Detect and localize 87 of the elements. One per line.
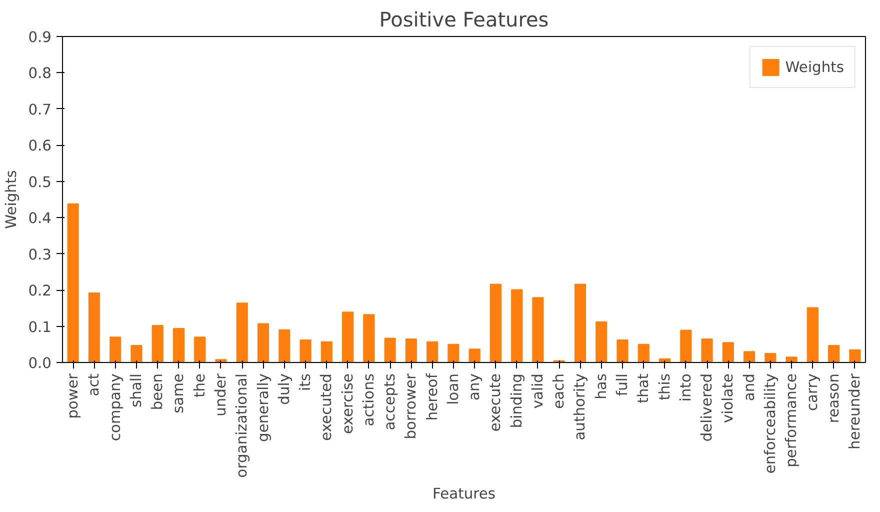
bar <box>638 344 650 362</box>
x-tick-label: act <box>86 373 103 396</box>
bar <box>342 312 354 362</box>
legend-label: Weights <box>785 58 844 76</box>
x-tick-label: execute <box>487 373 504 432</box>
bar <box>596 321 608 362</box>
x-tick-label: duly <box>276 373 293 405</box>
bar <box>764 352 776 362</box>
x-tick-label: enforceability <box>762 373 779 474</box>
bar <box>722 342 734 362</box>
x-tick-label: full <box>614 374 631 396</box>
y-tick-label: 0.4 <box>28 210 52 228</box>
bar <box>152 325 164 362</box>
x-tick-label: company <box>106 373 124 442</box>
y-tick-label: 0.2 <box>28 282 52 300</box>
x-tick-label: any <box>466 373 484 400</box>
x-tick-label: hereof <box>424 372 441 421</box>
y-axis-title: Weights <box>3 170 20 229</box>
bar <box>405 338 417 362</box>
x-tick-label: carry <box>804 373 822 412</box>
x-tick-label: delivered <box>698 373 716 442</box>
bar <box>363 314 375 362</box>
bar <box>426 341 438 362</box>
x-tick-label: accepts <box>382 373 399 430</box>
x-tick-label: exercise <box>339 373 356 434</box>
bar <box>490 284 502 362</box>
bar <box>172 328 185 362</box>
x-tick-label: actions <box>360 374 378 426</box>
bar <box>511 289 523 362</box>
x-tick-label: its <box>297 373 314 391</box>
x-tick-label: that <box>635 373 652 404</box>
bar <box>743 351 756 362</box>
bar <box>532 297 544 362</box>
bar <box>786 356 798 362</box>
bar <box>257 323 270 362</box>
x-tick-label: and <box>740 373 758 402</box>
x-tick-label: been <box>149 373 166 410</box>
y-tick-label: 0.9 <box>28 29 52 46</box>
y-tick-label: 0.5 <box>28 174 52 191</box>
y-tick-label: 0.7 <box>28 101 52 118</box>
y-tick-label: 0.3 <box>28 246 52 264</box>
x-tick-label: hereunder <box>846 372 864 450</box>
bar <box>806 307 818 362</box>
x-tick-label: under <box>212 372 230 416</box>
bar <box>468 348 480 362</box>
x-tick-label: reason <box>825 374 842 424</box>
x-tick-label: shall <box>128 373 145 408</box>
x-tick-label: same <box>170 373 188 414</box>
x-tick-label: the <box>191 373 208 398</box>
bar <box>701 338 713 362</box>
x-tick-label: executed <box>318 373 336 441</box>
bar <box>828 344 840 362</box>
bar <box>278 329 290 362</box>
x-tick-label: generally <box>254 373 272 442</box>
x-tick-label: organizational <box>234 373 251 478</box>
y-tick-label: 0.0 <box>28 355 52 372</box>
bar <box>194 336 206 362</box>
bar <box>67 203 79 362</box>
x-tick-label: performance <box>783 373 800 468</box>
bar <box>88 292 100 362</box>
x-tick-label: violate <box>720 374 737 424</box>
x-tick-label: power <box>64 372 82 419</box>
x-tick-label: borrower <box>402 372 420 440</box>
bar <box>448 344 460 362</box>
y-tick-label: 0.8 <box>28 65 52 82</box>
x-tick-label: this <box>656 373 674 400</box>
x-tick-label: into <box>677 373 694 402</box>
chart-title: Positive Features <box>379 8 549 32</box>
bar <box>320 341 332 362</box>
y-tick-label: 0.1 <box>28 318 52 336</box>
bar <box>849 349 861 362</box>
x-tick-label: valid <box>529 373 546 409</box>
x-tick-label: has <box>592 374 610 400</box>
x-axis-title: Features <box>432 486 496 503</box>
bar <box>130 344 142 362</box>
x-tick-label: authority <box>572 373 589 440</box>
bar <box>616 340 628 362</box>
bar <box>680 330 692 362</box>
bar <box>236 302 248 362</box>
bar <box>110 336 122 362</box>
x-tick-label: each <box>550 373 568 409</box>
x-tick-label: loan <box>444 373 462 405</box>
x-tick-label: binding <box>508 373 526 428</box>
y-tick-label: 0.6 <box>28 138 52 155</box>
bar <box>574 284 586 362</box>
bar <box>300 340 312 362</box>
bar <box>384 338 396 362</box>
